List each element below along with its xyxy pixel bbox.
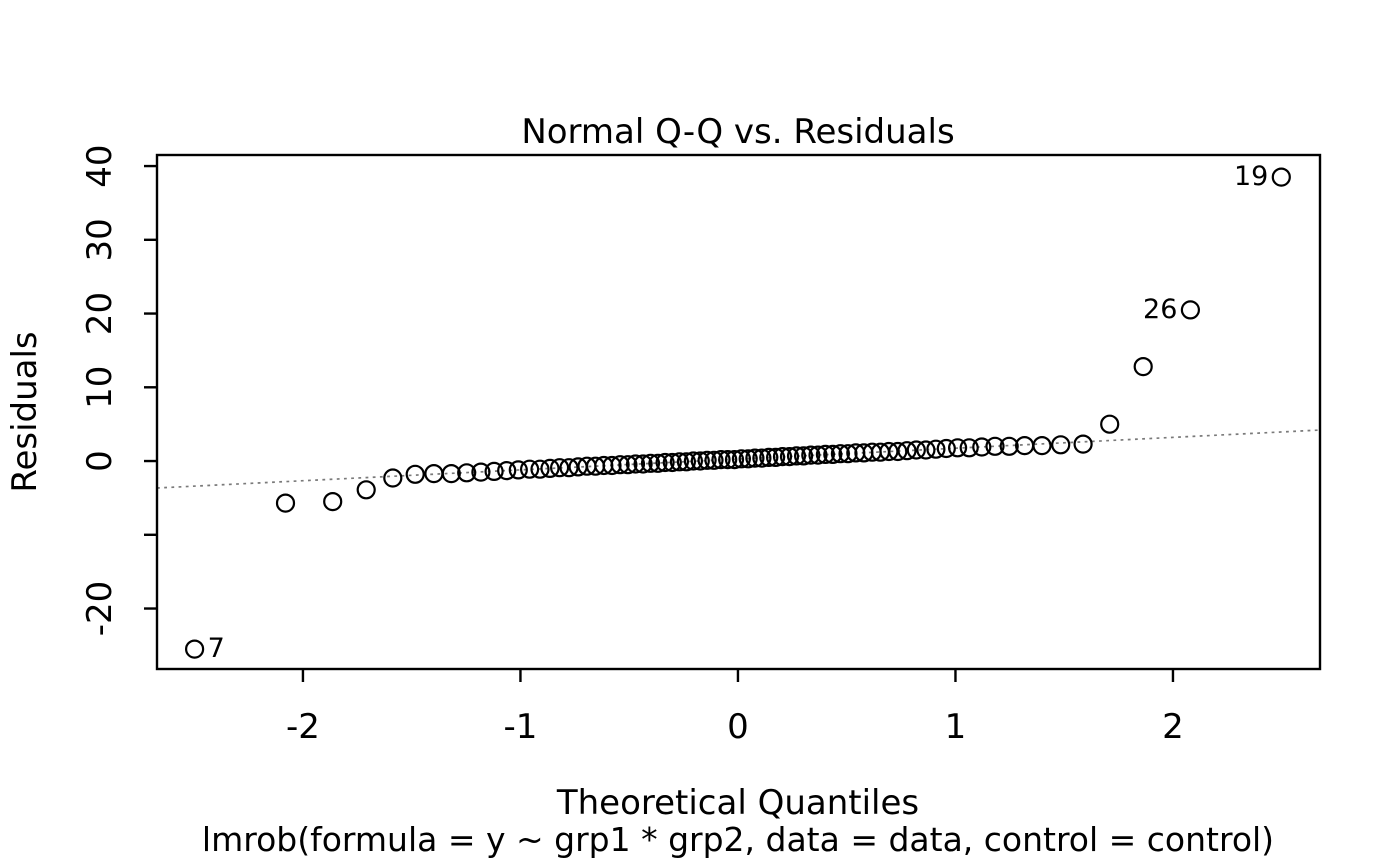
x-tick-label: 2 <box>1162 707 1184 747</box>
data-point <box>648 453 668 473</box>
data-point <box>999 436 1019 456</box>
y-tick-label: 30 <box>80 218 120 261</box>
data-point <box>801 445 821 465</box>
x-tick-label: -1 <box>503 707 537 747</box>
data-point <box>936 438 956 459</box>
data-point <box>779 447 800 467</box>
data-point <box>718 450 738 470</box>
data-point <box>752 448 772 468</box>
plot-box <box>155 153 1322 671</box>
data-point <box>823 444 843 464</box>
data-point <box>888 441 908 462</box>
y-tick-label: 0 <box>80 450 120 472</box>
data-point <box>1271 167 1291 187</box>
data-point <box>972 437 992 457</box>
data-point <box>185 639 205 659</box>
data-point <box>947 438 968 458</box>
data-point <box>704 450 724 470</box>
x-tick-label: 1 <box>945 707 967 747</box>
data-point <box>786 446 807 466</box>
data-point <box>1180 300 1201 320</box>
x-tick-label: -2 <box>286 707 320 747</box>
y-tick-label: 10 <box>80 366 120 409</box>
y-tick-label: 40 <box>80 144 120 187</box>
data-point <box>549 458 570 478</box>
data-point <box>745 448 765 468</box>
data-point <box>457 463 477 483</box>
data-point <box>356 480 376 500</box>
outlier-point-label: 7 <box>208 633 225 664</box>
data-point <box>959 438 979 458</box>
y-tick-label: -20 <box>80 581 120 637</box>
outlier-point-label: 26 <box>1143 294 1177 325</box>
data-point <box>655 452 675 473</box>
data-point <box>1051 435 1071 455</box>
data-point <box>508 460 528 480</box>
data-point <box>916 440 936 460</box>
data-point <box>618 455 638 475</box>
data-point <box>711 450 731 470</box>
data-point <box>830 444 851 464</box>
data-point <box>879 441 899 462</box>
data-point <box>1133 357 1153 377</box>
data-point <box>497 461 517 481</box>
data-point <box>441 464 461 484</box>
data-point <box>926 439 946 459</box>
data-point <box>662 452 682 473</box>
data-point <box>1032 436 1052 456</box>
data-point <box>383 468 403 488</box>
data-point <box>697 450 717 470</box>
data-point <box>724 450 745 470</box>
data-point <box>906 440 926 460</box>
data-point <box>625 454 646 474</box>
data-point <box>323 492 343 512</box>
data-point <box>897 441 917 461</box>
data-point <box>683 451 704 471</box>
data-point <box>759 447 779 467</box>
model-call-subtitle: lmrob(formula = y ~ grp1 * grp2, data = … <box>202 820 1274 859</box>
data-point <box>808 445 828 465</box>
data-point <box>519 459 540 479</box>
data-point <box>738 449 758 469</box>
data-point <box>669 452 690 472</box>
data-point <box>985 436 1005 456</box>
outlier-point-label: 19 <box>1234 161 1268 192</box>
data-point <box>793 446 814 466</box>
data-point <box>633 454 653 474</box>
data-point <box>471 462 491 482</box>
data-point <box>690 451 710 471</box>
plot-generated-layer: -2 -1 0 1 2 40 30 20 10 0 -20 7 26 19 <box>80 144 1322 747</box>
chart-title: Normal Q-Q vs. Residuals <box>521 112 954 152</box>
x-tick-label: 0 <box>727 707 749 747</box>
y-tick-label: 20 <box>80 292 120 335</box>
data-point <box>405 464 425 484</box>
data-point <box>772 447 793 467</box>
data-point <box>815 444 836 464</box>
data-point <box>640 453 661 473</box>
data-point <box>610 455 630 475</box>
data-point <box>559 458 579 478</box>
data-point <box>484 461 504 481</box>
data-point <box>676 452 697 472</box>
qq-reference-line <box>156 429 1321 489</box>
data-point <box>1073 434 1093 454</box>
data-point <box>540 458 560 478</box>
data-point <box>1100 414 1120 434</box>
data-point <box>765 447 786 467</box>
data-point <box>530 459 550 479</box>
data-point <box>731 449 752 469</box>
y-axis-label: Residuals <box>5 331 45 492</box>
data-point <box>275 493 296 513</box>
x-axis-label: Theoretical Quantiles <box>556 783 919 823</box>
